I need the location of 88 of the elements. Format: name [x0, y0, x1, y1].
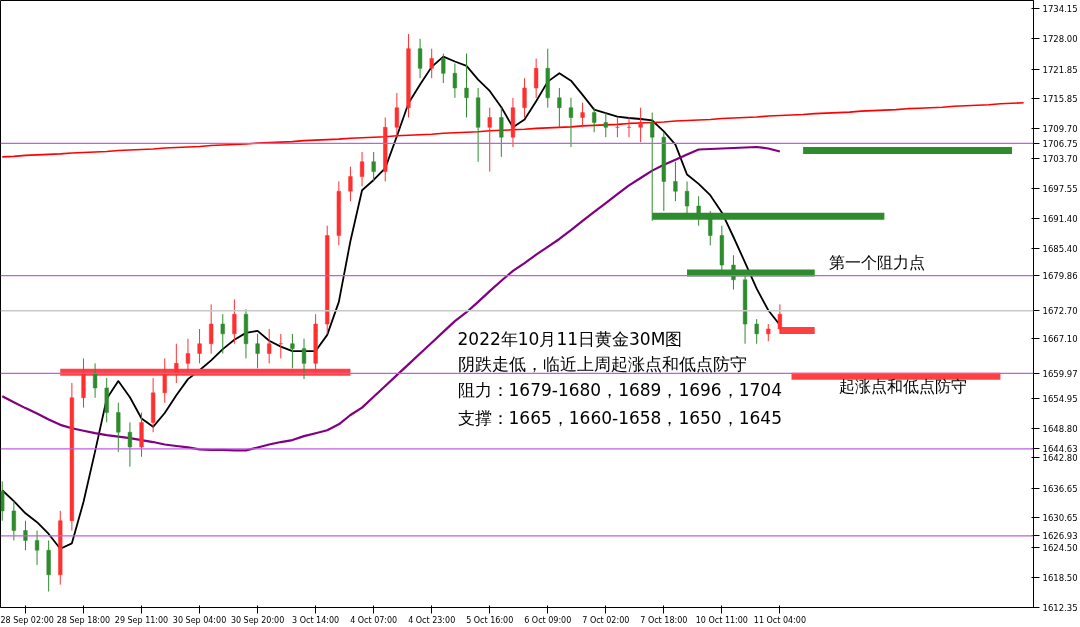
candlestick: [452, 62, 458, 99]
y-tick-label: 1648.80: [1042, 423, 1078, 434]
annotation: 第一个阻力点: [828, 252, 925, 272]
candlestick: [197, 328, 202, 364]
x-tick-label: 6 Oct 09:00: [524, 615, 572, 625]
y-tick-label: 1703.70: [1042, 153, 1078, 164]
y-tick-label: 1612.35: [1042, 603, 1078, 613]
x-tick-label: 3 Oct 14:00: [292, 615, 340, 625]
x-tick-label: 10 Oct 11:00: [695, 615, 748, 625]
y-tick-label: 1667.10: [1042, 333, 1078, 344]
candlestick: [673, 161, 678, 202]
candlestick: [754, 318, 759, 345]
candlestick: [429, 48, 434, 79]
candlestick: [209, 303, 214, 355]
candlestick: [580, 102, 585, 128]
annotation: 阻力：1679-1680，1689，1696，1704: [457, 379, 782, 400]
y-tick-label: 1642.80: [1042, 453, 1078, 464]
y-tick-label: 1715.85: [1042, 94, 1078, 105]
x-tick-label: 29 Sep 11:00: [114, 615, 169, 625]
x-tick-label: 4 Oct 23:00: [408, 615, 456, 625]
candlestick: [220, 313, 225, 355]
annotation: 起涨点和低点防守: [838, 377, 967, 397]
annotation: 2022年10月11日黄金30M图: [457, 328, 683, 349]
y-tick-label: 1630.65: [1042, 513, 1078, 524]
candlestick: [348, 166, 353, 202]
y-tick-label: 1636.65: [1042, 483, 1078, 494]
candlestick: [777, 303, 782, 335]
candlestick: [23, 520, 28, 551]
candlestick: [116, 402, 121, 453]
x-tick-label: 28 Sep 02:00: [0, 615, 54, 625]
y-tick-label: 1734.15: [1042, 4, 1078, 15]
candlestick: [127, 421, 133, 468]
candlestick: [417, 38, 423, 79]
candlestick: [394, 92, 399, 138]
candlestick: [557, 87, 562, 128]
x-tick-label: 11 Oct 04:00: [753, 615, 806, 625]
candlestick: [592, 107, 597, 133]
candlestick: [232, 298, 237, 345]
candlestick: [267, 328, 272, 364]
candlestick: [255, 333, 260, 369]
ref-line-label: 1679.86: [1042, 271, 1078, 282]
y-tick-label: 1691.40: [1042, 214, 1078, 225]
annotation: 阴跌走低，临近上周起涨点和低点防守: [457, 353, 747, 374]
y-tick-label: 1618.50: [1042, 572, 1078, 583]
candlestick: [359, 151, 365, 187]
ref-line-label: 1626.93: [1042, 531, 1078, 542]
x-tick-label: 30 Sep 20:00: [230, 615, 285, 625]
y-tick-label: 1728.00: [1042, 34, 1078, 45]
candlestick: [603, 112, 608, 138]
candlestick: [278, 333, 283, 359]
y-tick-label: 1697.55: [1042, 184, 1078, 195]
y-tick-label: 1624.50: [1042, 543, 1078, 554]
candlestick: [638, 107, 643, 143]
candlestick: [290, 333, 295, 369]
candlestick: [499, 107, 504, 158]
y-tick-label: 1654.95: [1042, 393, 1078, 404]
candlestick: [174, 343, 179, 384]
ref-line-label: 1659.97: [1042, 368, 1078, 379]
y-tick-label: 1721.85: [1042, 64, 1078, 75]
candlestick: [0, 480, 5, 522]
candlestick: [92, 362, 98, 399]
annotation: 支撑：1665，1660-1658，1650，1645: [457, 407, 782, 428]
candlestick: [626, 117, 632, 138]
candlestick: [301, 338, 307, 380]
x-tick-label: 28 Sep 18:00: [56, 615, 111, 625]
x-tick-label: 5 Oct 16:00: [466, 615, 514, 625]
x-tick-label: 7 Oct 02:00: [582, 615, 630, 625]
candlestick: [522, 77, 527, 119]
ref-line-label: 1672.70: [1042, 306, 1078, 317]
ref-line-label: 1706.75: [1042, 138, 1078, 149]
line-series: [1, 145, 781, 452]
x-tick-label: 7 Oct 18:00: [640, 615, 688, 625]
candlestick: [464, 53, 469, 119]
candlestick: [371, 151, 376, 182]
candlestick: [162, 357, 167, 404]
x-tick-label: 30 Sep 04:00: [172, 615, 227, 625]
candlestick: [185, 338, 191, 374]
candlestick: [534, 58, 539, 99]
candlestick: [34, 530, 40, 566]
candlestick: [11, 500, 16, 541]
candlestick: [568, 97, 574, 148]
candlestick: [487, 107, 492, 173]
y-tick-label: 1709.70: [1042, 124, 1078, 135]
x-tick-label: 4 Oct 07:00: [350, 615, 398, 625]
line-series: [1, 101, 1025, 158]
ref-line-label: 1644.63: [1042, 444, 1078, 455]
candlestick: [441, 53, 446, 84]
y-tick-label: 1685.40: [1042, 243, 1078, 254]
